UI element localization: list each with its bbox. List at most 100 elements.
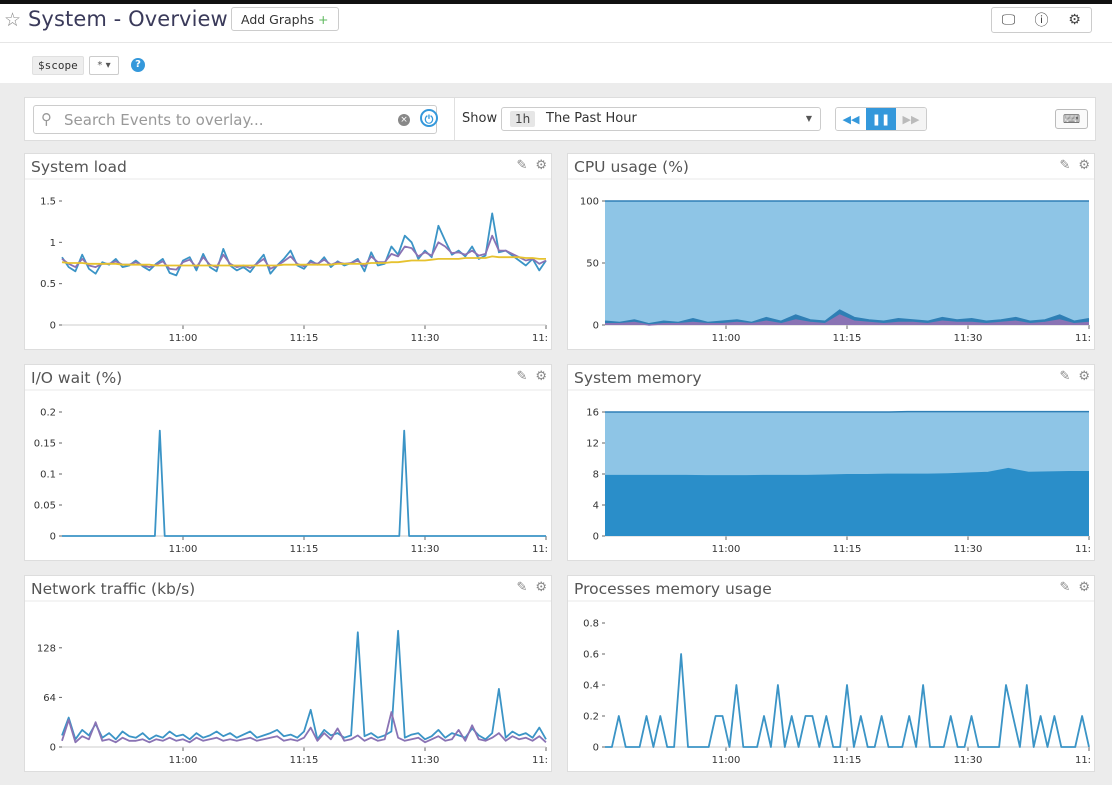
add-graphs-label: Add Graphs: [241, 12, 315, 27]
system-memory-panel: System memory ✎ ⚙ 16 12 8 4 0 11:00 11:15 11:30 11:: [567, 364, 1095, 561]
y-tick-label: 0: [50, 321, 56, 332]
toolbar-divider: [454, 98, 455, 140]
x-tick-label: 11:15: [290, 544, 319, 555]
gear-icon[interactable]: ⚙: [535, 369, 547, 384]
gear-icon[interactable]: ⚙: [1078, 158, 1090, 173]
x-tick-label: 11:30: [411, 333, 440, 344]
panel-title: System load: [31, 158, 127, 176]
x-tick-label: 11:30: [954, 333, 983, 344]
x-tick-label: 11:00: [712, 544, 741, 555]
monitor-icon[interactable]: 🖵: [1001, 12, 1016, 28]
page-title: System - Overview: [28, 7, 228, 31]
y-tick-label: 0.1: [40, 470, 56, 481]
y-tick-label: 0.8: [583, 619, 599, 630]
events-toolbar: ⚲ Search Events to overlay... × ⏻ Show 1…: [24, 97, 1096, 141]
show-label: Show: [462, 111, 498, 126]
divider: [0, 42, 1112, 43]
x-tick-label: 11:15: [833, 333, 862, 344]
gear-icon[interactable]: ⚙: [535, 158, 547, 173]
panel-actions: ✎ ⚙: [1051, 580, 1090, 595]
pencil-icon[interactable]: ✎: [1059, 369, 1071, 384]
y-tick-label: 0.6: [583, 650, 599, 661]
y-tick-label: 50: [586, 259, 599, 270]
x-tick-label: 11:15: [833, 755, 862, 766]
keyboard-icon[interactable]: ⌨: [1055, 109, 1088, 129]
x-tick-label: 11:00: [712, 755, 741, 766]
pencil-icon[interactable]: ✎: [516, 369, 528, 384]
gear-icon[interactable]: ⚙: [535, 580, 547, 595]
chevron-down-icon: ▼: [805, 114, 812, 123]
panel-actions: ✎ ⚙: [508, 580, 547, 595]
x-tick-label: 11:: [1075, 755, 1091, 766]
processes-memory-chart: 0.8 0.6 0.4 0.2 0 11:00 11:15 11:30 11:: [568, 600, 1094, 766]
series-line-2: [605, 314, 1090, 326]
pencil-icon[interactable]: ✎: [1059, 158, 1071, 173]
series-line-1: [605, 467, 1089, 477]
series-area-0: [605, 201, 1089, 325]
x-tick-label: 11:30: [411, 755, 440, 766]
system-load-chart: 1.5 1 0.5 0 11:00 11:15 11:30 11:: [25, 178, 551, 344]
series-line-0: [605, 653, 1090, 748]
y-tick-label: 100: [580, 197, 599, 208]
scope-select[interactable]: * ▾: [89, 56, 119, 75]
title-row: ☆ System - Overview Add Graphs + 🖵 ⓘ ⚙: [0, 4, 1112, 40]
y-tick-label: 12: [586, 439, 599, 450]
rewind-icon[interactable]: ◀◀: [836, 108, 866, 130]
search-placeholder: Search Events to overlay...: [64, 111, 264, 129]
y-tick-label: 8: [593, 470, 599, 481]
plus-icon: +: [318, 12, 329, 27]
x-tick-label: 11:: [1075, 333, 1091, 344]
top-header: ☆ System - Overview Add Graphs + 🖵 ⓘ ⚙ $…: [0, 0, 1112, 83]
star-icon[interactable]: ☆: [4, 9, 22, 31]
power-icon[interactable]: ⏻: [420, 109, 438, 127]
gear-icon[interactable]: ⚙: [1078, 580, 1090, 595]
processes-memory-panel: Processes memory usage ✎ ⚙ 0.8 0.6 0.4 0.2 0 11:…: [567, 575, 1095, 772]
cpu-usage-chart: 100 50 0 11:00 11:15 11:30 11:: [568, 178, 1094, 344]
pencil-icon[interactable]: ✎: [516, 158, 528, 173]
series-line-2: [61, 255, 546, 267]
panel-title: CPU usage (%): [574, 158, 689, 176]
gear-icon[interactable]: ⚙: [1068, 12, 1081, 28]
y-tick-label: 16: [586, 408, 599, 419]
x-tick-label: 11:: [532, 755, 548, 766]
panel-title: System memory: [574, 369, 702, 387]
y-tick-label: 0: [50, 532, 56, 543]
panel-title: Processes memory usage: [574, 580, 772, 598]
timeframe-badge: 1h: [510, 111, 536, 127]
search-input[interactable]: ⚲ Search Events to overlay... × ⏻: [33, 105, 438, 134]
dashboard-actions: 🖵 ⓘ ⚙: [991, 7, 1092, 33]
timeframe-select[interactable]: 1h The Past Hour ▼: [501, 107, 821, 131]
panel-actions: ✎ ⚙: [1051, 369, 1090, 384]
y-tick-label: 0: [50, 743, 56, 754]
y-tick-label: 0.5: [40, 279, 56, 290]
scope-variable: $scope: [32, 56, 84, 75]
y-tick-label: 0: [593, 743, 599, 754]
x-tick-label: 11:00: [169, 333, 198, 344]
x-tick-label: 11:30: [954, 544, 983, 555]
y-tick-label: 0: [593, 321, 599, 332]
info-icon[interactable]: ⓘ: [1034, 13, 1049, 29]
y-tick-label: 1.5: [40, 197, 56, 208]
network-traffic-chart: 128 64 0 11:00 11:15 11:30 11:: [25, 600, 551, 766]
y-tick-label: 0: [593, 532, 599, 543]
x-tick-label: 11:: [1075, 544, 1091, 555]
y-tick-label: 1: [50, 238, 56, 249]
series-line-1: [604, 309, 1090, 325]
y-tick-label: 0.15: [34, 439, 56, 450]
panel-title: Network traffic (kb/s): [31, 580, 196, 598]
pencil-icon[interactable]: ✎: [516, 580, 528, 595]
help-icon[interactable]: ?: [131, 58, 145, 72]
pause-icon[interactable]: ❚❚: [866, 108, 896, 130]
y-tick-label: 0.4: [583, 681, 599, 692]
forward-icon[interactable]: ▶▶: [896, 108, 926, 130]
x-tick-label: 11:00: [169, 755, 198, 766]
add-graphs-button[interactable]: Add Graphs +: [231, 7, 339, 31]
x-tick-label: 11:30: [411, 544, 440, 555]
clear-icon[interactable]: ×: [398, 114, 410, 126]
search-icon: ⚲: [41, 110, 52, 128]
gear-icon[interactable]: ⚙: [1078, 369, 1090, 384]
series-area-1: [605, 468, 1089, 536]
y-tick-label: 4: [593, 501, 599, 512]
pencil-icon[interactable]: ✎: [1059, 580, 1071, 595]
cpu-usage-panel: CPU usage (%) ✎ ⚙ 100 50 0 11:00 11:15 11:30 11:: [567, 153, 1095, 350]
